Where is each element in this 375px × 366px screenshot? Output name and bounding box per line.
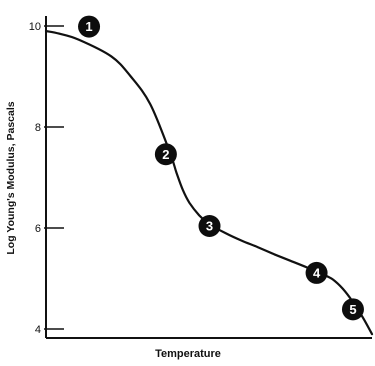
annotation-circle bbox=[78, 15, 101, 38]
y-tick-label: 8 bbox=[35, 122, 41, 134]
y-tick-label: 4 bbox=[35, 324, 41, 336]
annotation-circle bbox=[341, 298, 364, 321]
annotation-circle bbox=[154, 143, 177, 166]
y-axis-label: Log Young's Modulus, Pascals bbox=[5, 101, 17, 254]
y-tick-label: 10 bbox=[29, 21, 41, 33]
x-axis-label: Temperature bbox=[155, 348, 221, 360]
annotation-marker-4: 4 bbox=[305, 261, 328, 284]
annotation-label: 3 bbox=[206, 219, 213, 234]
annotation-marker-2: 2 bbox=[154, 143, 177, 166]
annotation-marker-3: 3 bbox=[198, 215, 221, 237]
y-tick-label: 6 bbox=[35, 223, 41, 235]
annotation-marker-5: 5 bbox=[341, 298, 364, 321]
annotation-circle bbox=[305, 261, 328, 284]
y-ticks: 4 6 8 10 bbox=[29, 21, 64, 336]
annotation-label: 1 bbox=[85, 19, 92, 34]
annotation-circle bbox=[198, 215, 221, 237]
annotation-label: 5 bbox=[349, 302, 356, 317]
annotation-label: 4 bbox=[313, 265, 321, 280]
annotation-marker-1: 1 bbox=[78, 15, 101, 38]
series-line bbox=[44, 29, 374, 336]
axes bbox=[45, 16, 372, 339]
annotation-markers: 1 2 3 4 5 bbox=[78, 15, 364, 321]
annotation-label: 2 bbox=[162, 147, 169, 162]
